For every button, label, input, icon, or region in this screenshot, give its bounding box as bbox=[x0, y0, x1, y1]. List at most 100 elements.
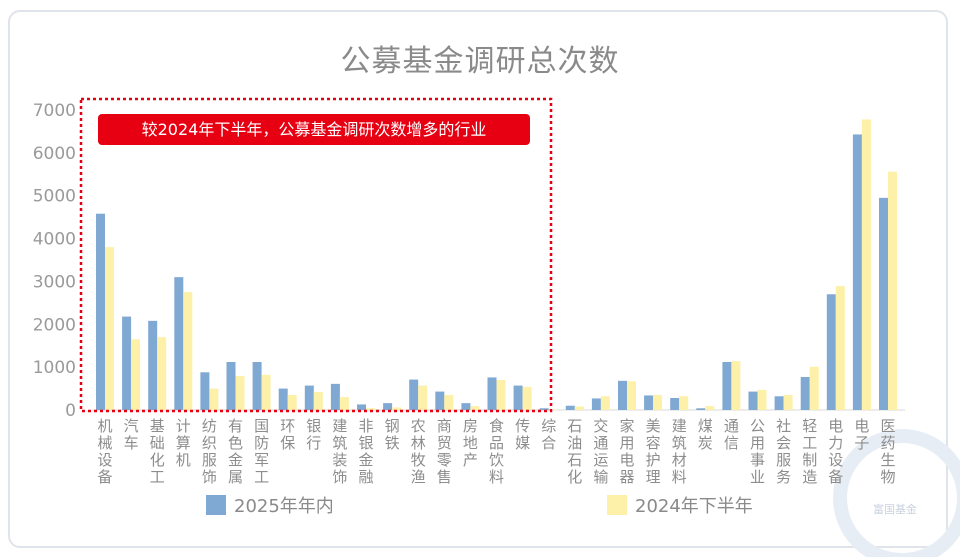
bar-series2 bbox=[157, 337, 167, 410]
bar-series1 bbox=[435, 391, 445, 410]
bar-series2 bbox=[261, 374, 271, 410]
bar-series2 bbox=[731, 361, 741, 410]
category-label: 房地产 bbox=[463, 417, 478, 469]
bar-series1 bbox=[330, 383, 340, 410]
bar-series2 bbox=[339, 397, 349, 410]
category-label: 传媒 bbox=[515, 417, 530, 452]
category-label: 医药生物 bbox=[880, 417, 895, 486]
bar-series1 bbox=[383, 403, 393, 410]
bar-series1 bbox=[722, 362, 732, 410]
y-tick-label: 5000 bbox=[33, 187, 76, 207]
bar-series2 bbox=[574, 406, 584, 410]
bar-series1 bbox=[852, 134, 862, 410]
chart-title: 公募基金调研总次数 bbox=[340, 44, 620, 79]
category-label: 建筑材料 bbox=[672, 417, 687, 486]
bar-series2 bbox=[105, 247, 114, 410]
category-label: 公用事业 bbox=[750, 417, 765, 486]
bar-series1 bbox=[748, 391, 758, 410]
bar-series1 bbox=[174, 277, 184, 410]
category-label: 美容护理 bbox=[646, 417, 661, 486]
y-tick-label: 1000 bbox=[33, 358, 76, 378]
category-label: 汽车 bbox=[124, 417, 139, 452]
bar-series1 bbox=[670, 398, 680, 410]
bar-series2 bbox=[418, 385, 428, 410]
bar-series1 bbox=[148, 320, 158, 410]
category-label: 环保 bbox=[280, 417, 295, 452]
bar-series1 bbox=[644, 395, 654, 410]
bar-series2 bbox=[653, 395, 663, 410]
bar-series1 bbox=[357, 404, 366, 410]
bar-series2 bbox=[366, 408, 375, 410]
bar-series1 bbox=[774, 396, 784, 410]
bar-series1 bbox=[696, 408, 706, 410]
y-tick-label: 0 bbox=[65, 401, 76, 421]
bar-series2 bbox=[392, 407, 402, 410]
category-label: 社会服务 bbox=[776, 417, 791, 486]
category-label: 纺织服饰 bbox=[202, 417, 217, 486]
category-label: 农林牧渔 bbox=[411, 417, 426, 486]
bar-series1 bbox=[304, 385, 314, 410]
legend-swatch bbox=[607, 495, 627, 515]
bar-series1 bbox=[800, 377, 810, 410]
category-label: 电子 bbox=[854, 417, 869, 452]
bar-series2 bbox=[183, 292, 193, 410]
category-label: 银行 bbox=[306, 417, 321, 452]
bar-series1 bbox=[226, 362, 236, 410]
category-label: 食品饮料 bbox=[489, 417, 504, 486]
category-label: 基础化工 bbox=[150, 417, 165, 486]
bar-series2 bbox=[835, 286, 845, 410]
bar-series1 bbox=[409, 379, 419, 410]
category-label: 轻工制造 bbox=[802, 417, 817, 486]
category-label: 综合 bbox=[541, 417, 556, 452]
bar-series2 bbox=[705, 406, 715, 410]
bar-series1 bbox=[461, 403, 471, 410]
category-label: 煤炭 bbox=[698, 417, 713, 452]
bar-series2 bbox=[783, 395, 793, 410]
y-tick-label: 7000 bbox=[33, 101, 76, 121]
bar-series1 bbox=[122, 316, 132, 410]
bar-series1 bbox=[565, 405, 575, 410]
bar-series2 bbox=[627, 381, 636, 410]
bar-series2 bbox=[496, 380, 506, 410]
category-label: 计算机 bbox=[176, 417, 191, 469]
callout-badge bbox=[98, 114, 530, 145]
bar-series2 bbox=[470, 406, 480, 410]
bar-series2 bbox=[313, 392, 323, 410]
category-label: 石油石化 bbox=[567, 417, 582, 486]
y-tick-label: 4000 bbox=[33, 230, 76, 250]
category-label: 国防军工 bbox=[254, 417, 269, 486]
bar-series2 bbox=[757, 389, 767, 410]
category-label: 电力设备 bbox=[828, 417, 843, 486]
watermark-logo bbox=[833, 429, 960, 557]
highlight-box bbox=[79, 97, 553, 413]
bar-series2 bbox=[522, 386, 532, 410]
bar-series1 bbox=[96, 213, 105, 410]
y-tick-label: 3000 bbox=[33, 272, 76, 292]
bar-series2 bbox=[888, 171, 897, 410]
category-label: 商贸零售 bbox=[437, 417, 452, 486]
bar-series2 bbox=[861, 119, 871, 410]
bar-series2 bbox=[809, 366, 819, 410]
bar-series2 bbox=[287, 395, 297, 410]
bar-series2 bbox=[131, 339, 141, 410]
category-label: 通信 bbox=[724, 417, 739, 452]
bar-series1 bbox=[539, 408, 549, 410]
bar-series2 bbox=[209, 388, 219, 410]
category-label: 建筑装饰 bbox=[332, 417, 347, 486]
y-tick-label: 6000 bbox=[33, 144, 76, 164]
bar-series1 bbox=[618, 380, 627, 410]
category-label: 钢铁 bbox=[385, 417, 400, 452]
bar-series1 bbox=[487, 377, 497, 410]
y-tick-label: 2000 bbox=[33, 315, 76, 335]
bar-series1 bbox=[278, 388, 288, 410]
legend-label: 2025年年内 bbox=[234, 496, 334, 517]
bar-series1 bbox=[591, 398, 601, 410]
bar-series2 bbox=[548, 409, 558, 411]
bar-series2 bbox=[235, 376, 245, 410]
legend-swatch bbox=[206, 495, 226, 515]
category-label: 家用电器 bbox=[619, 417, 634, 486]
callout-text: 较2024年下半年，公募基金调研次数增多的行业 bbox=[142, 120, 487, 139]
category-label: 非银金融 bbox=[358, 417, 373, 486]
bar-series2 bbox=[679, 396, 689, 410]
